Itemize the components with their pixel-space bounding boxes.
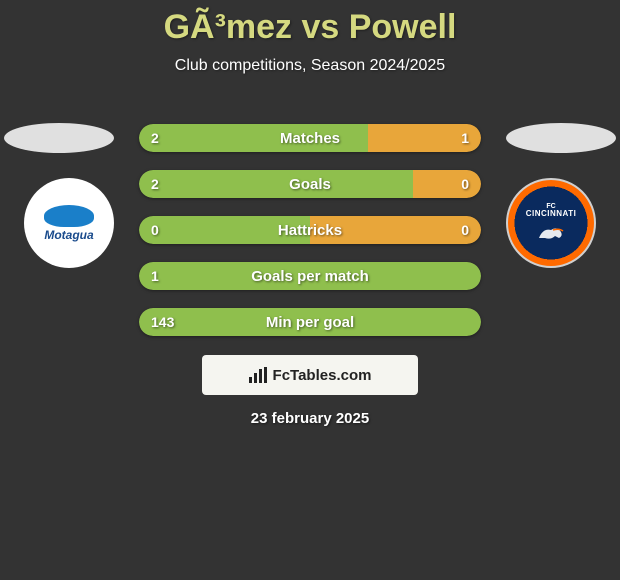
club-logo-right: FC CINCINNATI	[506, 178, 596, 268]
stat-label: Min per goal	[139, 308, 481, 336]
stat-row-hattricks: 0 Hattricks 0	[139, 216, 481, 244]
stat-label: Goals	[139, 170, 481, 198]
player-photo-right	[506, 123, 616, 153]
page-title: GÃ³mez vs Powell	[0, 0, 620, 47]
date-label: 23 february 2025	[0, 410, 620, 427]
stat-row-matches: 2 Matches 1	[139, 124, 481, 152]
stat-label: Goals per match	[139, 262, 481, 290]
page-subtitle: Club competitions, Season 2024/2025	[0, 57, 620, 75]
player-photo-left	[4, 123, 114, 153]
brand-text: FcTables.com	[273, 367, 372, 384]
club-logo-left: Motagua	[24, 178, 114, 268]
club-left-name: Motagua	[44, 229, 94, 241]
stat-row-goals-per-match: 1 Goals per match	[139, 262, 481, 290]
motagua-bird-icon	[44, 205, 94, 227]
lion-icon	[531, 220, 571, 244]
stat-value-right: 1	[461, 124, 469, 152]
chart-icon	[249, 367, 269, 383]
stat-label: Matches	[139, 124, 481, 152]
stat-value-right: 0	[461, 216, 469, 244]
stat-value-right: 0	[461, 170, 469, 198]
stat-row-goals: 2 Goals 0	[139, 170, 481, 198]
club-right-name: CINCINNATI	[526, 210, 577, 218]
stat-row-min-per-goal: 143 Min per goal	[139, 308, 481, 336]
stats-container: 2 Matches 1 2 Goals 0 0 Hattricks 0 1 Go…	[139, 124, 481, 354]
brand-banner[interactable]: FcTables.com	[202, 355, 418, 395]
stat-label: Hattricks	[139, 216, 481, 244]
